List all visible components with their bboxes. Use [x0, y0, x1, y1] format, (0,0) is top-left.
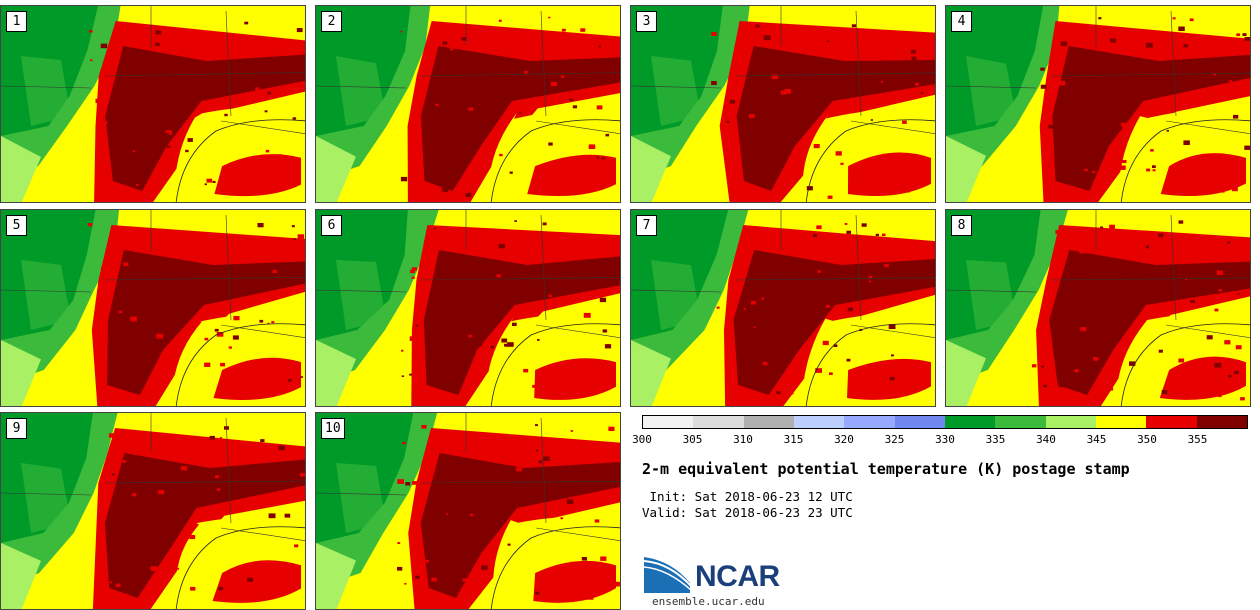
colorbar-tick-label: 355: [1187, 433, 1208, 446]
stamp-label: 2: [321, 11, 342, 32]
colorbar-tick-label: 350: [1137, 433, 1157, 446]
stamp-label: 7: [636, 215, 657, 236]
colorbar-ticks: 300 305 310 315 320 325 330 335 340 345 350 355: [632, 433, 1248, 447]
stamp-panel-7: 7: [630, 209, 936, 407]
colorbar-segment: [643, 416, 694, 428]
colorbar-segment: [793, 416, 845, 428]
colorbar-tick-label: 330: [935, 433, 955, 446]
colorbar-tick-label: 310: [733, 433, 753, 446]
stamp-panel-10: 10: [315, 412, 621, 610]
logo-url: ensemble.ucar.edu: [652, 595, 765, 608]
colorbar-segment: [995, 416, 1046, 428]
ncar-logo-icon: [643, 557, 693, 593]
colorbar-tick-label: 340: [1036, 433, 1056, 446]
init-time: Init: Sat 2018-06-23 12 UTC: [642, 489, 853, 504]
colorbar-segment: [1095, 416, 1147, 428]
colorbar-segment: [1196, 416, 1247, 428]
colorbar-segment: [1045, 416, 1096, 428]
stamp-label: 8: [951, 215, 972, 236]
stamp-panel-2: 2: [315, 5, 621, 203]
colorbar-tick-label: 315: [783, 433, 804, 446]
stamp-panel-3: 3: [630, 5, 936, 203]
stamp-label: 10: [321, 418, 345, 439]
logo-text: NCAR: [695, 560, 780, 593]
colorbar-tick-label: 300: [632, 433, 652, 446]
stamp-label: 5: [6, 215, 27, 236]
stamp-label: 3: [636, 11, 657, 32]
colorbar-segment: [894, 416, 945, 428]
valid-time: Valid: Sat 2018-06-23 23 UTC: [642, 505, 853, 520]
stamp-label: 4: [951, 11, 972, 32]
colorbar-tick-label: 345: [1086, 433, 1107, 446]
colorbar: [642, 415, 1248, 429]
colorbar-tick-label: 335: [985, 433, 1006, 446]
colorbar-segment: [743, 416, 794, 428]
stamp-label: 9: [6, 418, 27, 439]
stamp-panel-1: 1: [0, 5, 306, 203]
stamp-label: 1: [6, 11, 27, 32]
chart-title: 2-m equivalent potential temperature (K)…: [642, 460, 1130, 478]
colorbar-segment: [844, 416, 895, 428]
stamp-panel-5: 5: [0, 209, 306, 407]
stamp-panel-8: 8: [945, 209, 1251, 407]
colorbar-tick-label: 305: [682, 433, 703, 446]
stamp-panel-9: 9: [0, 412, 306, 610]
stamp-panel-4: 4: [945, 5, 1251, 203]
colorbar-tick-label: 325: [884, 433, 905, 446]
colorbar-tick-label: 320: [834, 433, 854, 446]
colorbar-segment: [944, 416, 996, 428]
colorbar-segment: [693, 416, 744, 428]
colorbar-segment: [1146, 416, 1197, 428]
stamp-panel-6: 6: [315, 209, 621, 407]
stamp-label: 6: [321, 215, 342, 236]
